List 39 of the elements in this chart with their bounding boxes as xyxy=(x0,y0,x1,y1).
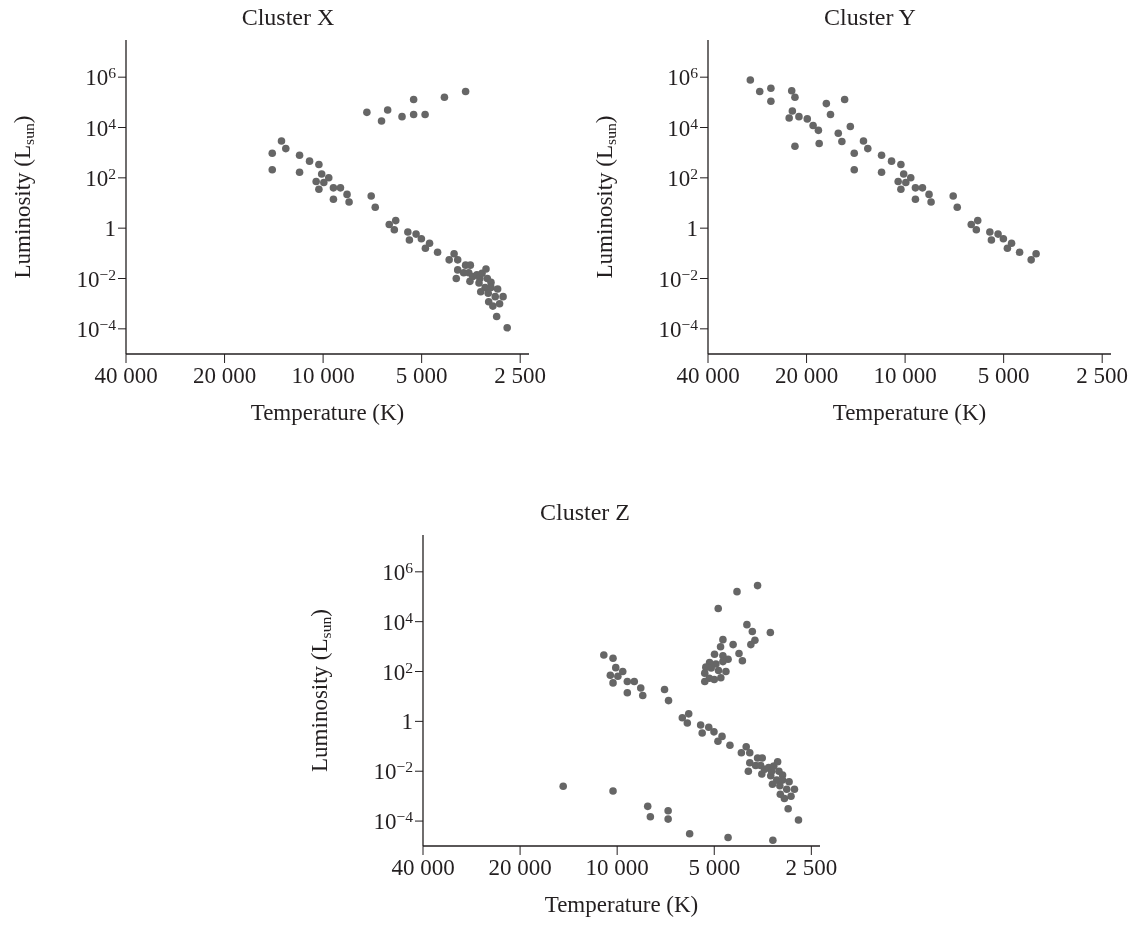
y-tick-label: 10$^{4}$ xyxy=(667,114,699,141)
x-tick-label: 2 500 xyxy=(494,363,547,389)
x-tick-label: 5 000 xyxy=(688,855,741,881)
y-tick-label: 10$^{2}$ xyxy=(85,164,116,191)
y-tick-label: 1 xyxy=(401,709,413,735)
x-tick-label: 10 000 xyxy=(291,363,355,389)
y-tick-label: 10$^{2}$ xyxy=(382,658,413,685)
x-axis-title: Temperature (K) xyxy=(544,892,699,917)
y-tick-label: 10$^{−2}$ xyxy=(373,758,413,785)
x-tick-label: 5 000 xyxy=(977,363,1030,389)
x-axis-title: Temperature (K) xyxy=(250,400,405,425)
chart-title: Cluster Z xyxy=(539,499,631,526)
x-axis-title: Temperature (K) xyxy=(832,400,987,425)
x-tick-label: 10 000 xyxy=(585,855,649,881)
x-tick-label: 40 000 xyxy=(391,855,455,881)
x-tick-label: 20 000 xyxy=(192,363,257,389)
x-tick-label: 2 500 xyxy=(785,855,838,881)
y-tick-label: 10$^{4}$ xyxy=(85,114,117,141)
y-tick-label: 10$^{6}$ xyxy=(382,558,414,585)
y-tick-label: 10$^{6}$ xyxy=(667,64,699,91)
y-tick-label: 10$^{6}$ xyxy=(85,64,117,91)
y-tick-label: 10$^{−2}$ xyxy=(76,265,116,292)
y-tick-label: 10$^{−4}$ xyxy=(658,315,699,342)
x-tick-label: 5 000 xyxy=(395,363,448,389)
x-tick-label: 2 500 xyxy=(1076,363,1129,389)
x-tick-label: 20 000 xyxy=(774,363,839,389)
y-tick-label: 10$^{−2}$ xyxy=(658,265,698,292)
y-tick-label: 10$^{4}$ xyxy=(382,608,414,635)
x-tick-label: 40 000 xyxy=(676,363,740,389)
x-tick-label: 10 000 xyxy=(873,363,937,389)
chart-title: Cluster Y xyxy=(823,4,917,31)
y-tick-label: 10$^{2}$ xyxy=(667,164,698,191)
y-tick-label: 1 xyxy=(686,216,698,242)
y-tick-label: 10$^{−4}$ xyxy=(373,807,414,835)
x-tick-label: 20 000 xyxy=(488,855,552,881)
x-tick-label: 40 000 xyxy=(94,363,158,389)
chart-title: Cluster X xyxy=(240,4,336,31)
y-tick-label: 10$^{−4}$ xyxy=(76,315,117,342)
y-tick-label: 1 xyxy=(104,216,116,242)
